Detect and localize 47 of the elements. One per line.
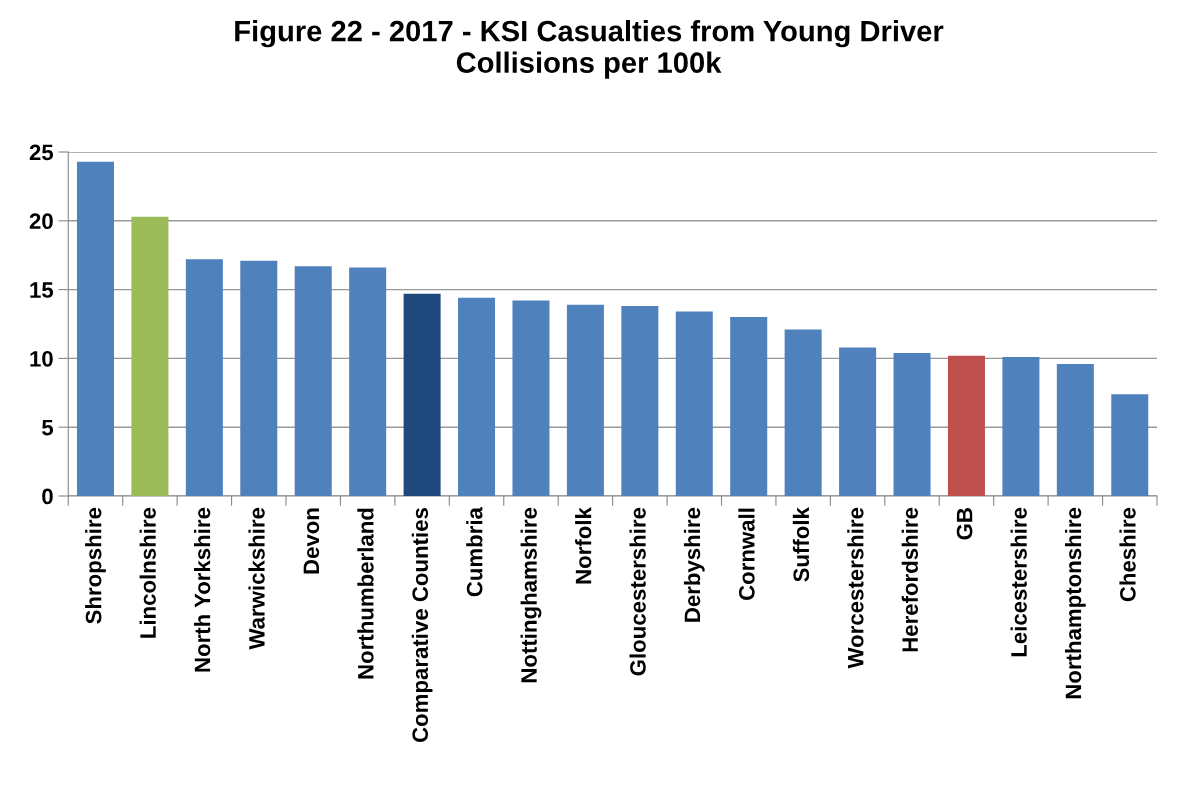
x-tick-label: Herefordshire	[901, 507, 918, 652]
x-tick-label: Lincolnshire	[139, 507, 156, 638]
bar	[403, 293, 441, 496]
x-tick-label: Worcestershire	[847, 507, 864, 669]
y-tick-label: 25	[29, 144, 54, 161]
bar	[621, 306, 659, 496]
x-tick-label: Comparative Counties	[411, 508, 433, 743]
bar	[1056, 363, 1094, 496]
bar	[512, 300, 550, 496]
x-tick-label: North Yorkshire	[194, 507, 211, 672]
bar	[730, 317, 768, 496]
x-tick-label: Norfolk	[575, 507, 592, 584]
chart-title: Figure 22 - 2017 - KSI Casualties from Young Driver Collisions per 100k	[235, 20, 944, 79]
bar	[131, 216, 169, 496]
bar	[784, 329, 822, 496]
y-tick-label: 20	[29, 213, 53, 230]
bar	[294, 266, 332, 496]
x-tick-label: Warwickshire	[248, 507, 265, 650]
x-tick-label: Northumberland	[357, 508, 374, 679]
bar	[675, 311, 713, 496]
x-tick-label: Nottinghamshire	[520, 507, 542, 683]
x-tick-label: Cheshire	[1119, 507, 1136, 602]
y-tick-label: 15	[30, 282, 54, 298]
x-tick-label: Cornwall	[738, 508, 755, 601]
bar	[893, 352, 931, 496]
bar	[240, 260, 278, 496]
bar	[947, 355, 985, 496]
x-tick-label: Northamptonshire	[1064, 507, 1086, 699]
x-tick-label: Cumbria	[466, 506, 483, 597]
bar	[839, 347, 877, 496]
bar	[458, 297, 496, 496]
y-tick-label: 5	[42, 419, 54, 436]
x-tick-label: Leicestershire	[1010, 507, 1027, 657]
x-tick-label: Devon	[303, 508, 320, 574]
bar	[185, 259, 223, 496]
bar	[76, 161, 114, 496]
bar	[349, 267, 387, 496]
y-tick-label: 0	[42, 488, 53, 505]
y-tick-label: 10	[30, 350, 53, 367]
bar	[1002, 357, 1040, 496]
x-tick-label: GB	[956, 508, 973, 540]
bar	[566, 304, 604, 496]
x-tick-label: Derbyshire	[683, 507, 705, 622]
x-tick-label: Shropshire	[85, 507, 106, 624]
x-tick-label: Gloucestershire	[629, 507, 646, 676]
x-tick-label: Suffolk	[792, 507, 810, 582]
bar	[1111, 394, 1149, 496]
